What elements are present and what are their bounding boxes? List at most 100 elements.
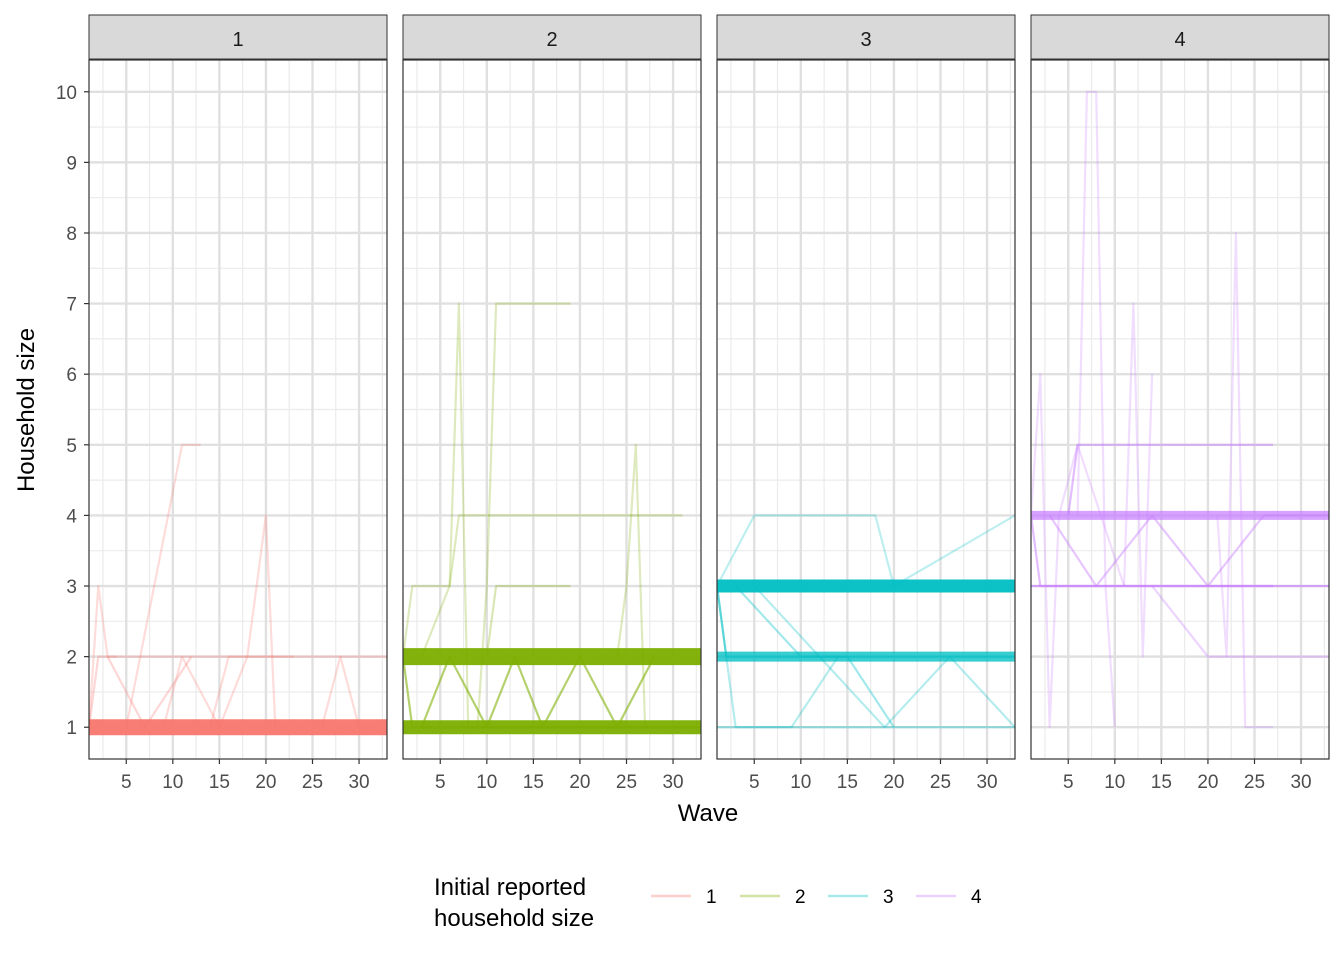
series-line — [162, 655, 294, 729]
x-tick-label: 30 — [662, 772, 683, 793]
x-tick-label: 20 — [1197, 772, 1218, 793]
series-lines-3 — [717, 514, 1015, 729]
series-line — [1216, 231, 1274, 729]
grid-3 — [717, 60, 1015, 759]
y-tick-label: 1 — [66, 718, 77, 739]
facet-strip-label-4: 4 — [1174, 29, 1185, 51]
x-tick-label: 25 — [1244, 772, 1265, 793]
x-tick-label: 20 — [569, 772, 590, 793]
legend: Initial reported household size 1 2 3 4 — [434, 874, 982, 932]
grid-2 — [403, 60, 701, 759]
y-tick-label: 5 — [66, 436, 77, 457]
facet-panels: 1 2 3 4 — [88, 14, 1330, 760]
y-tick-label: 8 — [66, 224, 77, 245]
legend-title-line-1: Initial reported — [434, 874, 586, 901]
x-tick-label: 30 — [1290, 772, 1311, 793]
x-tick-label: 20 — [883, 772, 904, 793]
y-tick-label: 10 — [56, 83, 77, 104]
x-tick-label: 5 — [435, 772, 446, 793]
facet-panel-2: 2 — [402, 14, 702, 760]
y-tick-label: 6 — [66, 365, 77, 386]
series-line — [420, 655, 656, 729]
x-tick-label: 30 — [348, 772, 369, 793]
series-line — [209, 514, 277, 728]
series-line — [1031, 373, 1126, 729]
x-tick-label: 5 — [121, 772, 132, 793]
x-tick-label: 25 — [302, 772, 323, 793]
legend-keys: 1 2 3 4 — [651, 887, 982, 908]
legend-entry-1: 1 — [651, 887, 717, 908]
x-tick-label: 10 — [1104, 772, 1125, 793]
series-line — [476, 302, 571, 728]
legend-title-line-2: household size — [434, 905, 594, 932]
facet-strip-label-1: 1 — [232, 29, 243, 51]
series-line — [1048, 514, 1329, 588]
grid-4 — [1031, 60, 1329, 759]
legend-entry-3: 3 — [828, 887, 894, 908]
y-tick-label: 9 — [66, 153, 77, 174]
facet-strip-label-2: 2 — [546, 29, 557, 51]
x-tick-label: 25 — [930, 772, 951, 793]
x-axis-title: Wave — [678, 800, 738, 827]
panel-border-2 — [402, 59, 702, 760]
facet-strip-4 — [1030, 14, 1330, 60]
series-line — [1031, 515, 1274, 588]
series-line — [717, 585, 1015, 658]
panel-border-3 — [716, 59, 1016, 760]
y-tick-label: 4 — [66, 506, 77, 527]
series-line — [1151, 585, 1329, 658]
facet-panel-3: 3 — [716, 14, 1016, 760]
panel-border-4 — [1030, 59, 1330, 760]
legend-entry-label: 2 — [795, 887, 806, 908]
legend-entry-label: 4 — [971, 887, 982, 908]
x-tick-label: 5 — [749, 772, 760, 793]
series-line — [485, 584, 571, 657]
y-axis-title: Household size — [13, 328, 40, 492]
series-line — [717, 514, 1015, 588]
series-line — [125, 443, 201, 728]
x-tick-label: 15 — [1151, 772, 1172, 793]
x-tick-label: 10 — [790, 772, 811, 793]
series-line — [420, 514, 683, 658]
legend-entry-4: 4 — [916, 887, 982, 908]
series-line — [753, 585, 1015, 729]
x-tick-label: 10 — [476, 772, 497, 793]
facet-panel-1: 1 — [88, 14, 388, 760]
series-line — [734, 585, 895, 728]
y-tick-label: 2 — [66, 648, 77, 669]
panel-border-1 — [88, 59, 388, 760]
y-tick-label: 7 — [66, 295, 77, 316]
facet-strip-1 — [88, 14, 388, 60]
x-tick-label: 5 — [1063, 772, 1074, 793]
series-line — [106, 655, 193, 729]
series-line — [1076, 90, 1116, 728]
series-line — [89, 655, 387, 728]
y-axis: 1 2 3 4 5 6 7 8 9 10 — [56, 83, 89, 739]
series-line — [403, 302, 701, 729]
series-line — [1123, 302, 1154, 658]
series-lines-1 — [89, 443, 387, 736]
legend-entry-label: 1 — [706, 887, 717, 908]
facet-strip-label-3: 3 — [860, 29, 871, 51]
facet-strip-2 — [402, 14, 702, 60]
y-tick-label: 3 — [66, 577, 77, 598]
series-line — [616, 443, 647, 728]
series-lines-2 — [403, 302, 701, 735]
x-tick-label: 10 — [162, 772, 183, 793]
x-tick-label: 25 — [616, 772, 637, 793]
legend-entry-2: 2 — [740, 887, 806, 908]
x-tick-label: 15 — [523, 772, 544, 793]
x-tick-label: 20 — [255, 772, 276, 793]
series-line — [89, 584, 117, 728]
facet-strip-3 — [716, 14, 1016, 60]
x-tick-label: 15 — [209, 772, 230, 793]
grid-1 — [89, 60, 387, 759]
series-line — [717, 585, 840, 729]
series-line — [403, 656, 701, 729]
x-tick-label: 30 — [976, 772, 997, 793]
x-tick-label: 15 — [837, 772, 858, 793]
series-line — [1067, 443, 1274, 516]
facet-panel-4: 4 — [1030, 14, 1330, 760]
x-axes: 5 10 15 20 25 30 5 10 15 20 25 30 5 10 15 20 25 30 5 10 15 20… — [121, 759, 1312, 793]
